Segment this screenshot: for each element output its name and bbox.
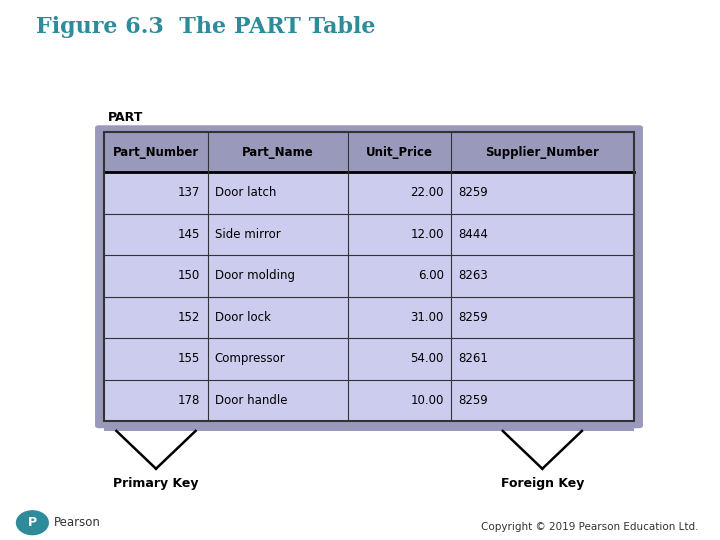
Text: P: P [28,516,37,529]
Text: 22.00: 22.00 [410,186,444,199]
Bar [104,132,634,172]
Text: 178: 178 [178,394,200,407]
Text: Door molding: Door molding [215,269,294,282]
Text: 8261: 8261 [458,353,488,366]
Text: Part_Number: Part_Number [113,146,199,159]
Text: 8444: 8444 [458,228,488,241]
Text: PART: PART [108,111,143,124]
Circle shape [17,511,48,535]
Text: 12.00: 12.00 [410,228,444,241]
Bar [104,255,634,296]
Text: Pearson: Pearson [54,516,101,529]
Bar [104,338,634,380]
Text: 150: 150 [178,269,200,282]
Text: Door latch: Door latch [215,186,276,199]
Text: 152: 152 [178,311,200,324]
Text: 8259: 8259 [458,186,488,199]
Text: Side mirror: Side mirror [215,228,281,241]
Text: Compressor: Compressor [215,353,286,366]
Text: Unit_Price: Unit_Price [366,146,433,159]
Text: 54.00: 54.00 [410,353,444,366]
Bar [104,172,634,214]
Text: 137: 137 [178,186,200,199]
Text: Copyright © 2019 Pearson Education Ltd.: Copyright © 2019 Pearson Education Ltd. [481,522,698,532]
Text: Foreign Key: Foreign Key [500,477,584,490]
Bar [104,132,634,421]
Text: Door handle: Door handle [215,394,287,407]
Bar [104,380,634,421]
FancyBboxPatch shape [95,125,643,428]
Text: 8263: 8263 [458,269,488,282]
Text: Primary Key: Primary Key [113,477,199,490]
Text: 8259: 8259 [458,394,488,407]
Text: 155: 155 [178,353,200,366]
Text: 31.00: 31.00 [410,311,444,324]
Bar [104,421,634,431]
Text: 8259: 8259 [458,311,488,324]
Text: Part_Name: Part_Name [242,146,314,159]
Text: Figure 6.3  The PART Table: Figure 6.3 The PART Table [36,16,376,38]
Bar [104,296,634,338]
Text: 10.00: 10.00 [410,394,444,407]
Text: Supplier_Number: Supplier_Number [485,146,599,159]
Text: 6.00: 6.00 [418,269,444,282]
Text: 145: 145 [178,228,200,241]
Bar [104,214,634,255]
Text: Door lock: Door lock [215,311,271,324]
